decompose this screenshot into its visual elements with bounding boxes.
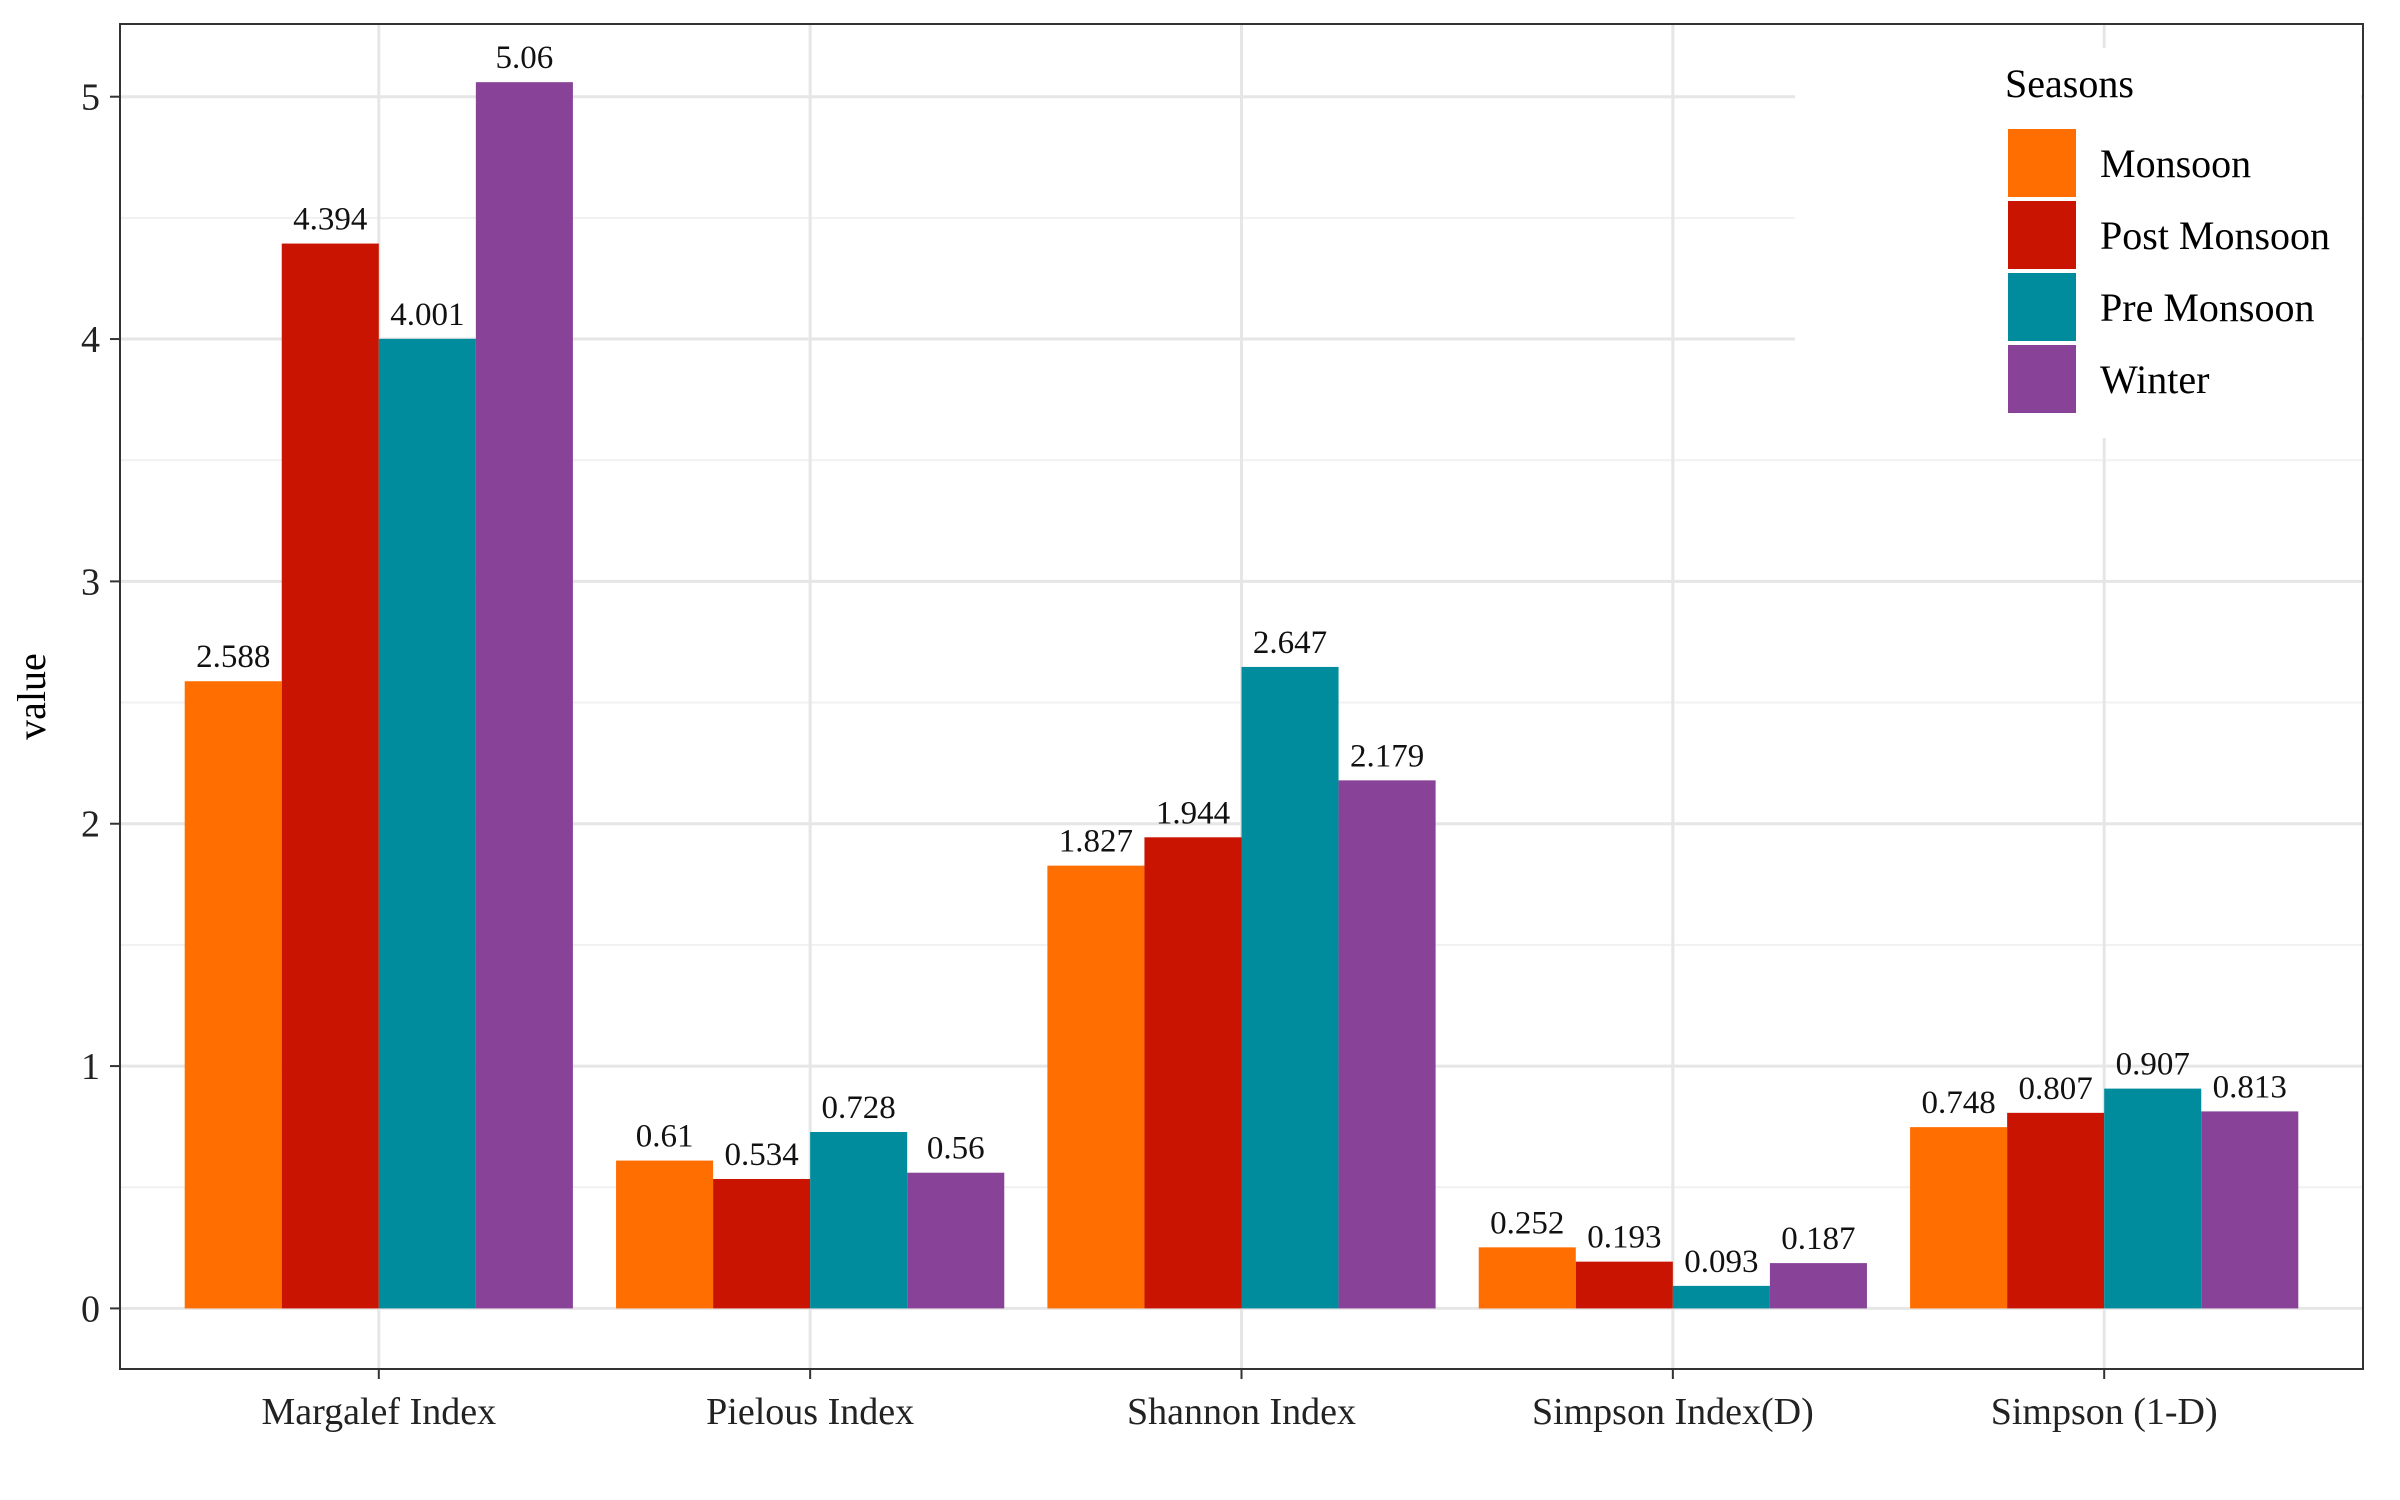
data-label: 0.748 xyxy=(1921,1085,1995,1121)
legend-label: Pre Monsoon xyxy=(2100,285,2314,330)
bar xyxy=(2007,1112,2105,1309)
legend-background xyxy=(1795,48,2361,438)
data-label: 2.179 xyxy=(1350,738,1424,774)
data-label: 5.06 xyxy=(496,40,554,76)
legend-key xyxy=(2008,201,2076,269)
legend-label: Monsoon xyxy=(2100,141,2251,186)
bar xyxy=(281,243,379,1309)
bar xyxy=(907,1172,1005,1309)
bar xyxy=(378,338,476,1309)
data-label: 1.827 xyxy=(1059,824,1133,860)
data-label: 2.588 xyxy=(196,639,270,675)
legend-title: Seasons xyxy=(2005,61,2134,106)
bars xyxy=(184,82,2299,1309)
x-tick-label: Simpson Index(D) xyxy=(1532,1391,1814,1433)
legend-key xyxy=(2008,273,2076,341)
y-tick-label: 3 xyxy=(81,561,100,603)
bar xyxy=(1769,1263,1867,1309)
data-label: 0.907 xyxy=(2116,1047,2190,1083)
data-label: 0.56 xyxy=(927,1131,985,1167)
x-tick-label: Pielous Index xyxy=(706,1391,914,1433)
legend-label: Post Monsoon xyxy=(2100,213,2330,258)
bar xyxy=(1144,837,1242,1309)
bar xyxy=(2104,1088,2202,1309)
bar xyxy=(1338,780,1436,1309)
data-label: 0.813 xyxy=(2213,1069,2287,1105)
bar xyxy=(810,1131,908,1309)
y-tick-label: 5 xyxy=(81,77,100,119)
data-label: 0.252 xyxy=(1490,1205,1564,1241)
axes: 0 1 2 3 4 5 Margalef Index Pielous Index Shannon… xyxy=(81,77,2218,1433)
data-label: 4.394 xyxy=(293,202,367,238)
bar xyxy=(1047,865,1145,1309)
legend-label: Winter xyxy=(2100,357,2209,402)
bar xyxy=(1575,1261,1673,1309)
y-tick-label: 1 xyxy=(81,1046,100,1088)
data-label: 0.534 xyxy=(725,1137,799,1173)
data-label: 0.187 xyxy=(1781,1221,1855,1257)
bar xyxy=(1478,1247,1576,1309)
data-label: 0.61 xyxy=(636,1119,694,1155)
data-label: 0.193 xyxy=(1587,1220,1661,1256)
y-axis-title: value xyxy=(9,653,54,740)
x-tick-label: Shannon Index xyxy=(1127,1391,1356,1433)
data-label: 1.944 xyxy=(1156,795,1230,831)
bar xyxy=(1672,1285,1770,1309)
data-labels: 2.588 0.61 1.827 0.252 0.748 4.394 0.534 1.944 0… xyxy=(196,40,2287,1280)
legend: Seasons Monsoon Post Monsoon Pre Monsoon Win… xyxy=(1795,48,2361,438)
bar xyxy=(1241,666,1339,1309)
y-tick-label: 0 xyxy=(81,1288,100,1330)
bar xyxy=(616,1160,714,1309)
data-label: 0.807 xyxy=(2019,1071,2093,1107)
bar xyxy=(1910,1127,2008,1309)
data-label: 0.728 xyxy=(822,1090,896,1126)
bar xyxy=(713,1179,811,1309)
y-tick-label: 4 xyxy=(81,319,100,361)
x-tick-label: Simpson (1-D) xyxy=(1991,1391,2218,1433)
data-label: 0.093 xyxy=(1684,1244,1758,1280)
bar xyxy=(475,82,573,1309)
data-label: 2.647 xyxy=(1253,625,1327,661)
bar xyxy=(2201,1111,2299,1309)
bar xyxy=(184,681,282,1309)
legend-key xyxy=(2008,129,2076,197)
data-label: 4.001 xyxy=(390,297,464,333)
x-tick-label: Margalef Index xyxy=(262,1391,497,1433)
legend-key xyxy=(2008,345,2076,413)
y-tick-label: 2 xyxy=(81,804,100,846)
